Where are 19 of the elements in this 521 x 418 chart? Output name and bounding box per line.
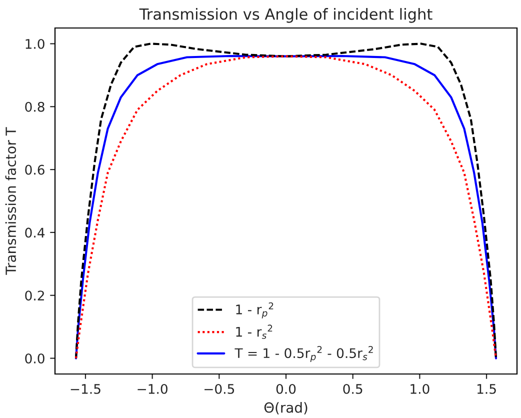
x-tick-label: −1.5 <box>70 384 100 394</box>
y-tick-label: 0.8 <box>25 102 44 112</box>
y-tick-label: 0.6 <box>25 164 44 175</box>
x-tick-label: 1.0 <box>410 384 430 394</box>
legend-label: 1 - r$_{p}$$^{2}$ <box>236 302 274 318</box>
y-tick-label: 1.0 <box>26 38 44 49</box>
y-tick-label: 0.4 <box>25 228 45 238</box>
x-tick-label: 1.5 <box>477 384 496 394</box>
legend-label: T = 1 - 0.5r$_{p}$$^{2}$ - 0.5r$_{s}$$^{2}$ <box>234 346 373 362</box>
x-tick-label: −0.5 <box>204 384 234 394</box>
y-axis-title: Transmission factor T <box>5 127 16 275</box>
x-axis-title: Θ(rad) <box>264 402 308 414</box>
x-tick-label: 0.0 <box>276 384 296 394</box>
y-tick-label: 0.2 <box>25 290 44 301</box>
x-tick-label: 0.5 <box>343 384 362 394</box>
chart-title: Transmission vs Angle of incident light <box>139 8 432 23</box>
x-tick-label: −1.0 <box>138 384 168 394</box>
y-tick-label: 0.0 <box>25 353 44 364</box>
legend-label: 1 - r$_{s}$$^{2}$ <box>236 324 272 339</box>
